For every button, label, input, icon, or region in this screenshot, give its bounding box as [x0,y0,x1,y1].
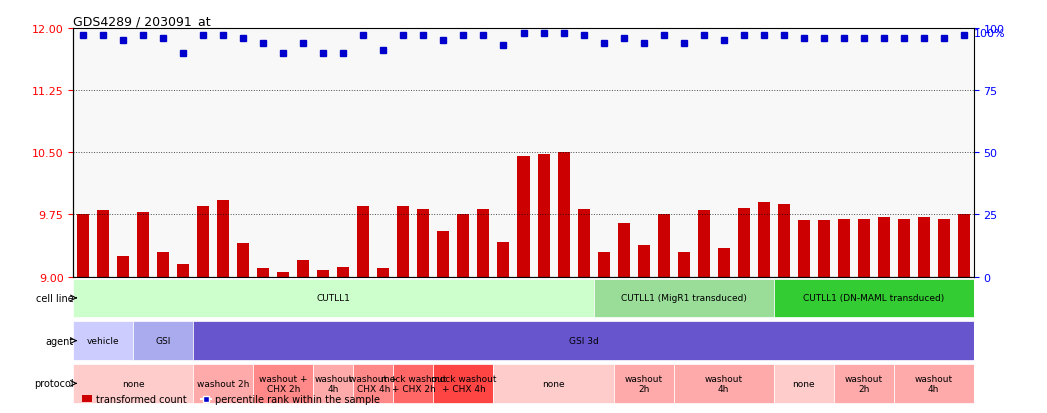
FancyBboxPatch shape [614,364,673,403]
Bar [197,206,209,277]
FancyBboxPatch shape [194,364,253,403]
Bar [737,208,750,277]
Bar [97,211,109,277]
Bar [157,252,170,277]
Bar [517,157,530,277]
Bar [537,154,550,277]
Bar [238,244,249,277]
Bar [938,219,950,277]
Text: washout
2h: washout 2h [624,374,663,393]
Bar [798,221,809,277]
Bar [317,270,330,277]
FancyBboxPatch shape [394,364,433,403]
Text: GDS4289 / 203091_at: GDS4289 / 203091_at [73,15,210,28]
Bar [177,264,190,277]
Bar [137,212,150,277]
FancyBboxPatch shape [253,364,313,403]
Bar [117,256,130,277]
Text: washout
4h: washout 4h [705,374,742,393]
Text: GSI 3d: GSI 3d [569,336,599,345]
Bar [497,242,510,277]
FancyBboxPatch shape [313,364,354,403]
Bar [697,211,710,277]
Legend: transformed count, percentile rank within the sample: transformed count, percentile rank withi… [79,390,383,408]
Bar [418,209,429,277]
Text: none: none [542,379,564,388]
Text: vehicle: vehicle [87,336,119,345]
Text: washout
4h: washout 4h [915,374,953,393]
Text: mock washout
+ CHX 2h: mock washout + CHX 2h [381,374,446,393]
Bar [897,219,910,277]
Bar [958,214,970,277]
Bar [857,219,870,277]
Bar [638,245,649,277]
Text: CUTLL1 (DN-MAML transduced): CUTLL1 (DN-MAML transduced) [803,294,944,303]
Bar [297,260,310,277]
Text: washout +
CHX 2h: washout + CHX 2h [260,374,308,393]
Text: none: none [793,379,815,388]
Bar [677,252,690,277]
FancyBboxPatch shape [433,364,493,403]
Text: mock washout
+ CHX 4h: mock washout + CHX 4h [430,374,496,393]
Bar [77,214,89,277]
Text: cell line: cell line [36,293,73,303]
FancyBboxPatch shape [133,322,194,360]
Bar [398,206,409,277]
Bar [618,223,629,277]
FancyBboxPatch shape [833,364,894,403]
Text: washout
2h: washout 2h [845,374,883,393]
FancyBboxPatch shape [73,364,194,403]
Bar [357,206,370,277]
FancyBboxPatch shape [493,364,614,403]
Bar [578,209,589,277]
Text: washout 2h: washout 2h [197,379,249,388]
FancyBboxPatch shape [73,279,594,317]
Bar [477,209,490,277]
Bar [277,273,289,277]
FancyBboxPatch shape [73,322,133,360]
Bar [818,221,829,277]
Bar [218,201,229,277]
Bar [758,202,770,277]
Bar [778,204,789,277]
Text: washout +
CHX 4h: washout + CHX 4h [350,374,398,393]
Text: none: none [122,379,144,388]
FancyBboxPatch shape [673,364,774,403]
Bar [717,248,730,277]
FancyBboxPatch shape [594,279,774,317]
Text: CUTLL1: CUTLL1 [316,294,351,303]
Bar [438,231,449,277]
Bar [258,268,269,277]
Bar [598,252,609,277]
Bar [917,217,930,277]
FancyBboxPatch shape [774,279,974,317]
Bar [337,267,350,277]
Bar [838,219,850,277]
Text: CUTLL1 (MigR1 transduced): CUTLL1 (MigR1 transduced) [621,294,747,303]
Text: 100%: 100% [974,29,1005,39]
FancyBboxPatch shape [894,364,974,403]
FancyBboxPatch shape [354,364,394,403]
FancyBboxPatch shape [774,364,833,403]
Bar [557,153,570,277]
Text: agent: agent [45,336,73,346]
Bar [458,215,469,277]
Bar [658,215,670,277]
Bar [877,217,890,277]
Text: washout
4h: washout 4h [314,374,353,393]
Bar [377,268,389,277]
Text: GSI: GSI [156,336,171,345]
Text: protocol: protocol [34,378,73,388]
FancyBboxPatch shape [194,322,974,360]
